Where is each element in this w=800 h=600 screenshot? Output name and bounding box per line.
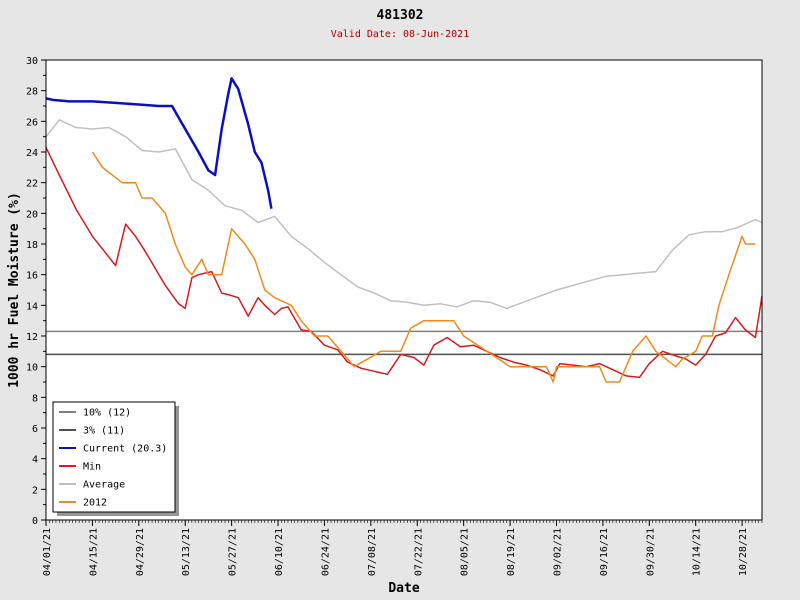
series-line-2012 — [91, 151, 756, 383]
x-tick-label: 10/28/21 — [738, 528, 749, 576]
x-tick-label: 07/08/21 — [367, 528, 378, 576]
y-tick-label: 8 — [32, 393, 38, 404]
series-line-average — [45, 119, 763, 310]
series-lines — [45, 77, 763, 383]
y-axis-label: 1000 hr Fuel Moisture (%) — [7, 192, 22, 388]
x-tick-label: 06/24/21 — [320, 528, 331, 576]
legend-label-average: Average — [83, 480, 125, 491]
x-tick-label: 08/05/21 — [460, 528, 471, 576]
legend-label-min: Min — [83, 462, 101, 473]
y-tick-label: 22 — [26, 179, 38, 190]
x-tick-label: 04/01/21 — [42, 528, 53, 576]
legend-label-current-20-3: Current (20.3) — [83, 444, 167, 455]
x-tick-label: 09/16/21 — [599, 528, 610, 576]
y-tick-label: 16 — [26, 271, 38, 282]
x-tick-label: 05/13/21 — [181, 528, 192, 576]
legend-label-10-12: 10% (12) — [83, 408, 131, 419]
series-line-min — [45, 147, 763, 379]
y-tick-label: 28 — [26, 87, 38, 98]
x-tick-label: 09/30/21 — [645, 528, 656, 576]
chart-subtitle: Valid Date: 08-Jun-2021 — [331, 29, 469, 40]
x-tick-label: 10/14/21 — [692, 528, 703, 576]
y-tick-label: 10 — [26, 363, 38, 374]
y-tick-label: 14 — [26, 301, 38, 312]
x-axis-label: Date — [388, 581, 419, 596]
series-line-current-20-3 — [45, 77, 273, 209]
y-tick-label: 20 — [26, 209, 38, 220]
legend-label-3-11: 3% (11) — [83, 426, 125, 437]
y-tick-label: 30 — [26, 56, 38, 67]
legend: 10% (12) 3% (11) Current (20.3) Min Average 2… — [52, 401, 179, 516]
x-tick-label: 08/19/21 — [506, 528, 517, 576]
x-tick-label: 09/02/21 — [553, 528, 564, 576]
legend-box — [52, 401, 176, 513]
y-tick-label: 6 — [32, 424, 38, 435]
x-tick-label: 04/15/21 — [88, 528, 99, 576]
y-tick-label: 24 — [26, 148, 38, 159]
x-tick-label: 07/22/21 — [413, 528, 424, 576]
y-tick-label: 18 — [26, 240, 38, 251]
y-tick-label: 2 — [32, 485, 38, 496]
y-tick-label: 0 — [32, 516, 38, 527]
y-tick-label: 26 — [26, 117, 38, 128]
legend-label-2012: 2012 — [83, 498, 107, 509]
y-tick-label: 4 — [32, 455, 38, 466]
x-tick-label: 04/29/21 — [135, 528, 146, 576]
chart-title: 481302 — [377, 8, 424, 23]
x-tick-label: 06/10/21 — [274, 528, 285, 576]
x-tick-label: 05/27/21 — [228, 528, 239, 576]
y-tick-label: 12 — [26, 332, 38, 343]
